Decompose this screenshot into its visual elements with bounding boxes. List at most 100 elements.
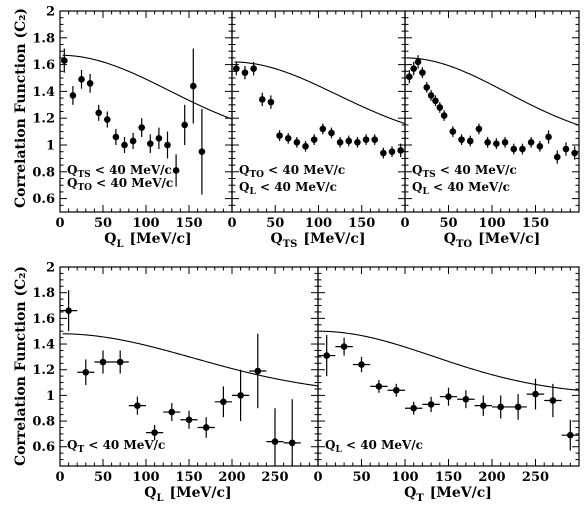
data-points	[233, 61, 404, 159]
cut-condition: < 40 MeV/c	[256, 180, 337, 194]
cut-subscript: TO	[77, 183, 92, 193]
cut-annotation: QL < 40 MeV/c	[412, 180, 510, 197]
y-tick-label: 1	[46, 389, 55, 404]
y-tick-label: 1.8	[32, 286, 55, 301]
data-point	[95, 109, 102, 117]
data-point	[484, 139, 491, 146]
cut-symbol: Q	[239, 180, 249, 194]
data-point	[571, 149, 578, 157]
x-tick-label: 150	[175, 216, 202, 231]
fit-curve	[234, 61, 405, 125]
data-point	[302, 143, 309, 150]
data-point	[480, 402, 487, 409]
data-point	[510, 145, 518, 153]
x-axis-symbol: Q	[104, 231, 116, 247]
data-points	[60, 290, 301, 466]
data-point	[69, 92, 77, 99]
data-point	[397, 147, 404, 154]
x-axis-unit: [MeV/c]	[130, 231, 192, 247]
x-tick-label: 150	[175, 470, 202, 485]
cut-subscript: T	[77, 445, 84, 455]
data-point	[328, 129, 335, 137]
cut-symbol: Q	[67, 163, 77, 177]
x-tick-label: 150	[522, 216, 549, 231]
x-tick-label: 0	[55, 470, 64, 485]
x-axis-symbol: Q	[404, 485, 416, 501]
data-point	[181, 121, 188, 129]
x-axis-subscript: L	[117, 239, 124, 250]
data-point	[65, 307, 72, 314]
data-point	[151, 429, 158, 436]
x-tick-label: 100	[132, 470, 159, 485]
data-point	[233, 65, 240, 72]
data-point	[427, 401, 435, 408]
data-point	[462, 395, 470, 403]
y-tick-label: 1.2	[32, 112, 55, 127]
data-point	[549, 397, 557, 404]
data-point	[380, 149, 387, 157]
data-point	[288, 439, 296, 447]
data-point	[61, 57, 68, 64]
cut-annotation: QTO < 40 MeV/c	[67, 176, 173, 193]
data-point	[445, 393, 452, 400]
data-point	[519, 145, 526, 153]
fit-curve	[62, 54, 232, 120]
data-point	[138, 124, 145, 131]
y-tick-label: 1.4	[32, 338, 55, 353]
x-tick-label: 200	[478, 470, 505, 485]
x-axis-title: QL [MeV/c]	[144, 485, 231, 504]
fit-curve	[62, 333, 318, 387]
data-point	[545, 133, 552, 141]
cut-subscript: L	[335, 445, 342, 455]
data-point	[104, 116, 111, 123]
cut-subscript: L	[422, 187, 429, 197]
fit-curve	[407, 57, 579, 126]
cut-condition: < 40 MeV/c	[429, 180, 510, 194]
x-tick-label: 250	[261, 470, 288, 485]
y-tick-label: 1.8	[32, 31, 55, 46]
data-point	[345, 137, 353, 145]
cut-annotation: QTS < 40 MeV/c	[67, 163, 172, 180]
cut-subscript: TS	[77, 170, 90, 180]
data-point	[116, 358, 124, 366]
data-point	[185, 416, 193, 424]
x-axis-title: QL [MeV/c]	[104, 231, 191, 250]
cut-annotation: QL < 40 MeV/c	[325, 438, 423, 455]
cut-subscript: TO	[249, 170, 264, 180]
y-tick-label: 0.6	[32, 192, 55, 207]
data-point	[375, 383, 383, 390]
data-point	[340, 343, 348, 350]
data-point	[164, 141, 171, 149]
data-point	[267, 98, 275, 106]
plot-frame	[317, 266, 580, 467]
x-axis-title: QTS [MeV/c]	[270, 231, 365, 250]
cut-condition: < 40 MeV/c	[264, 163, 345, 177]
y-axis-title-top: Correlation Function (C₂)	[13, 8, 29, 208]
data-point	[271, 438, 279, 445]
data-point	[202, 424, 210, 431]
data-point	[220, 398, 227, 406]
cut-condition: < 40 MeV/c	[342, 438, 423, 452]
y-axis-title-bottom: Correlation Function (C₂)	[13, 266, 29, 466]
x-tick-label: 150	[348, 216, 375, 231]
cut-subscript: TS	[422, 170, 435, 180]
data-point	[567, 431, 574, 439]
x-tick-label: 100	[391, 470, 418, 485]
cut-symbol: Q	[67, 438, 77, 452]
data-point	[466, 137, 474, 145]
data-point	[276, 132, 283, 139]
data-point	[410, 65, 418, 72]
x-axis-unit: [MeV/c]	[303, 231, 365, 247]
x-tick-label: 150	[435, 470, 462, 485]
x-tick-label: 250	[522, 470, 549, 485]
x-tick-label: 100	[132, 216, 159, 231]
cut-annotation: QL < 40 MeV/c	[239, 180, 337, 197]
data-points	[61, 48, 206, 195]
x-tick-label: 0	[400, 216, 409, 231]
data-point	[147, 140, 154, 147]
cut-subscript: L	[249, 187, 256, 197]
y-tick-label: 1.6	[32, 58, 55, 73]
